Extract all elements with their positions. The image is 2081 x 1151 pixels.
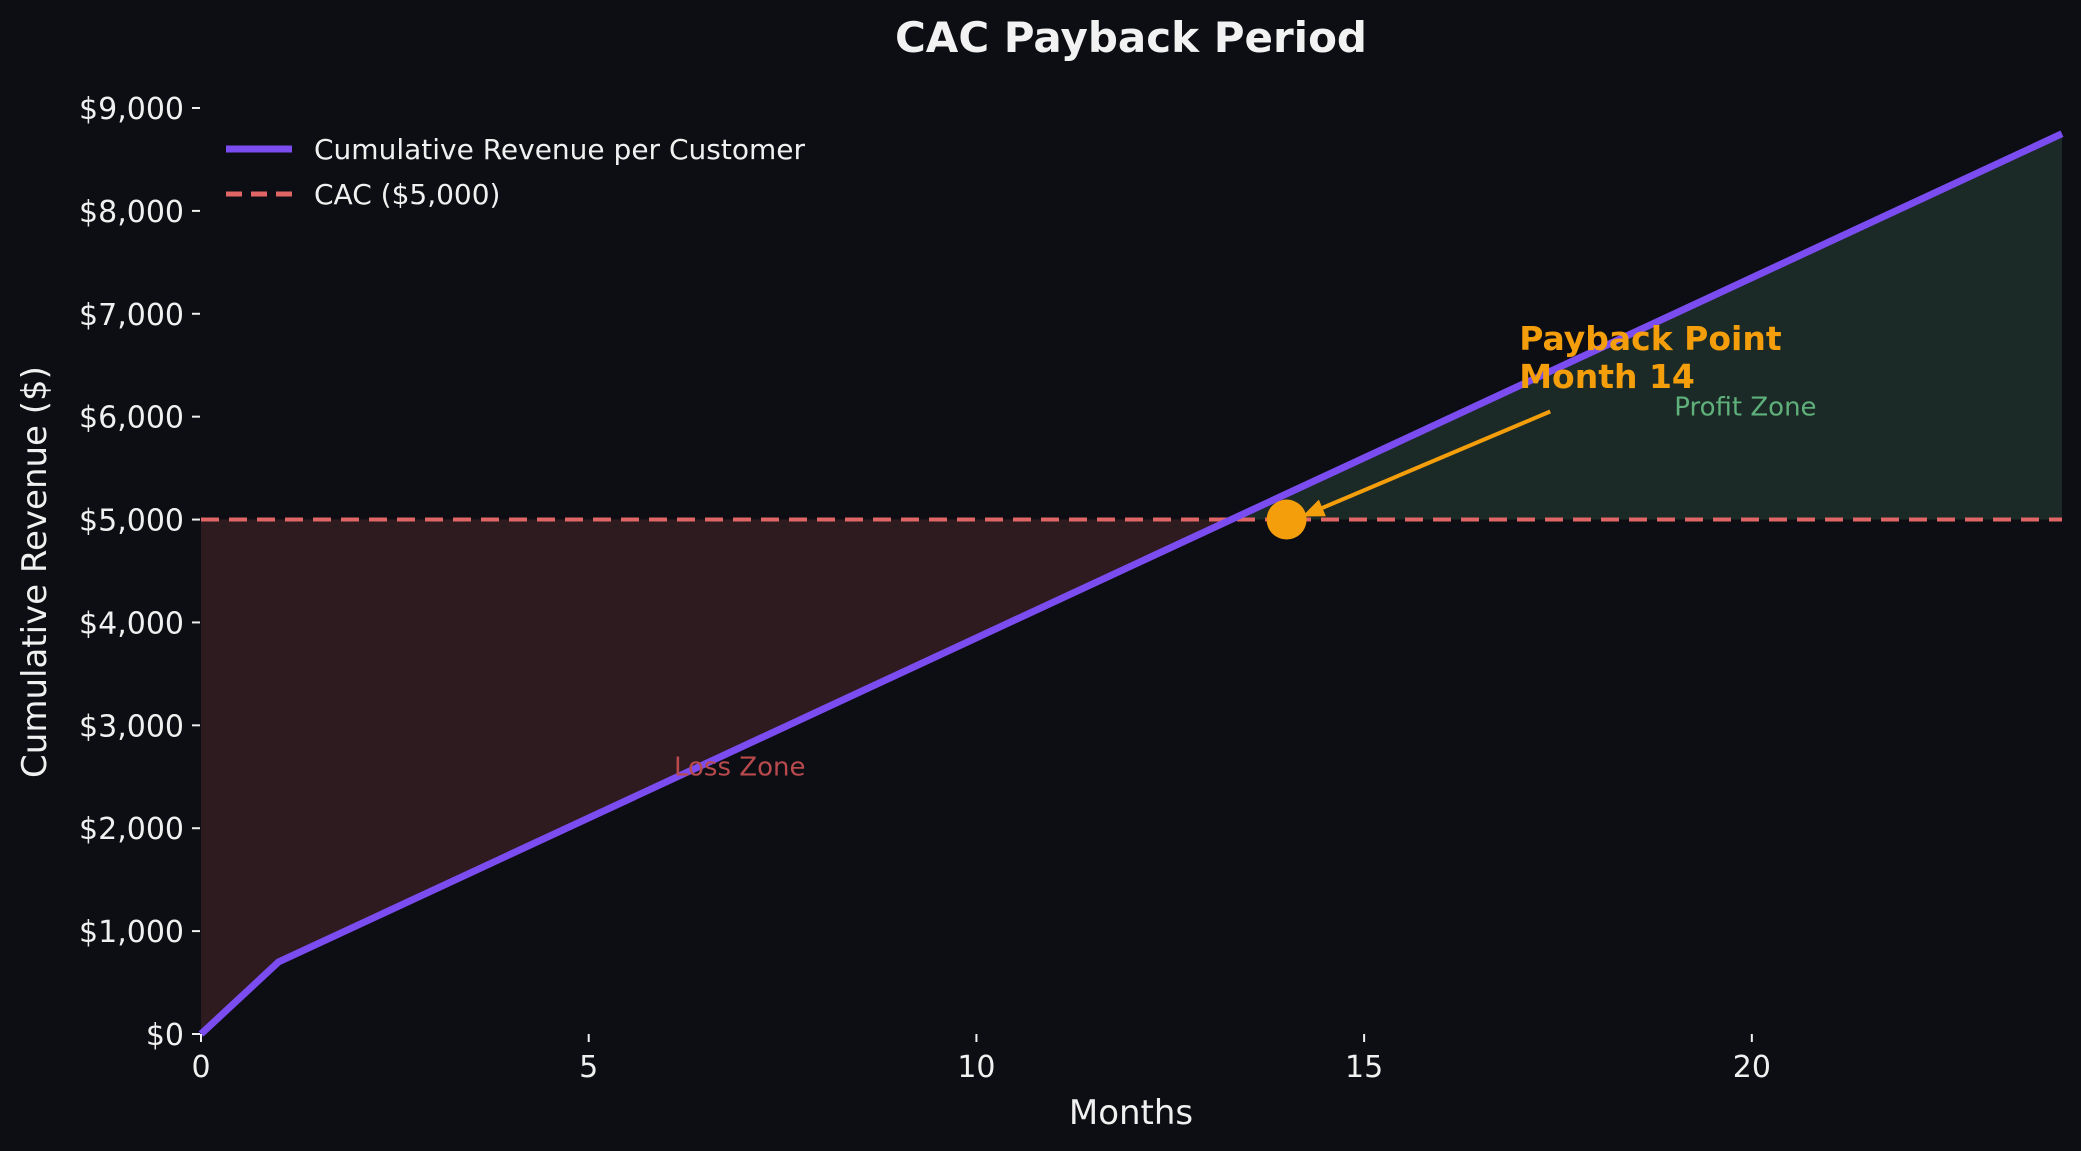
y-tick-label: $4,000 (79, 606, 184, 641)
payback-arrow-shaft (1301, 409, 1552, 519)
y-tick-label: $5,000 (79, 504, 184, 539)
y-tick-label: $6,000 (79, 401, 184, 436)
legend-label-revenue: Cumulative Revenue per Customer (314, 133, 805, 166)
legend: Cumulative Revenue per Customer CAC ($5,… (226, 133, 805, 211)
legend-label-cac: CAC ($5,000) (314, 178, 500, 211)
payback-annotation-line: Payback Point (1519, 319, 1782, 358)
lines-layer (198, 130, 2064, 1037)
x-tick-label: 5 (579, 1050, 598, 1085)
payback-point-marker (1266, 499, 1307, 540)
revenue-line (198, 130, 2064, 1037)
axes-layer: 0 5 10 15 20 $0 $1,000 $2,000 $3,000 $4,000 $5,000… (79, 92, 1771, 1085)
x-tick-label: 20 (1733, 1050, 1771, 1085)
y-tick-label: $7,000 (79, 298, 184, 333)
payback-annotation-line: Month 14 (1519, 357, 1695, 396)
x-tick-label: 0 (191, 1050, 210, 1085)
x-axis-label: Months (1069, 1093, 1193, 1133)
y-tick-label: $8,000 (79, 195, 184, 230)
loss-zone-area (201, 515, 1241, 1034)
profit-zone-label: Profit Zone (1674, 392, 1816, 422)
payback-arrow-head (1302, 499, 1326, 517)
y-tick-label: $3,000 (79, 709, 184, 744)
y-tick-label: $0 (146, 1018, 184, 1053)
y-tick-label: $2,000 (79, 812, 184, 847)
y-tick-label: $9,000 (79, 92, 184, 127)
y-axis-label: Cumulative Revenue ($) (15, 366, 55, 778)
y-tick-label: $1,000 (79, 915, 184, 950)
x-tick-label: 15 (1345, 1050, 1383, 1085)
chart-title: CAC Payback Period (895, 13, 1367, 62)
loss-zone-label: Loss Zone (674, 752, 806, 782)
x-tick-label: 10 (957, 1050, 995, 1085)
